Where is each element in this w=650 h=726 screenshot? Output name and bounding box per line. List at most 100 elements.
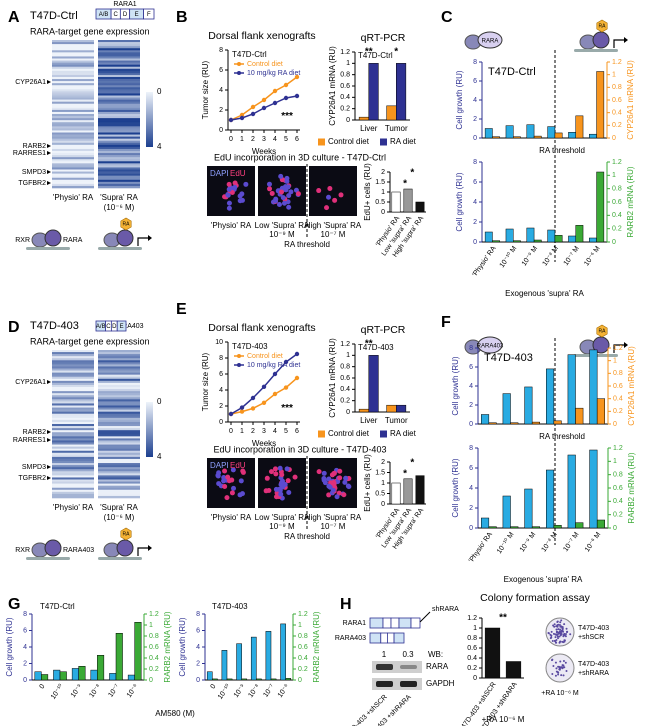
bar (78, 666, 86, 681)
heatmap-cell (52, 40, 94, 43)
label: 0 (219, 127, 223, 134)
heatmap-cell (98, 142, 140, 146)
heatmap-cell (52, 79, 94, 82)
heatmap-cell (98, 85, 140, 88)
label: 1 (613, 458, 617, 465)
label: T47D-403 (484, 352, 533, 364)
heatmap-cell (52, 362, 94, 365)
nucleus (266, 181, 272, 187)
heatmap-cell (98, 384, 140, 388)
heatmap-cell (52, 438, 94, 441)
band (376, 681, 393, 687)
label: 0.8 (340, 364, 350, 371)
nucleus (321, 475, 327, 481)
label: Cell growth (RU) (451, 458, 460, 517)
heatmap-cell (52, 389, 94, 392)
heatmap-cell (52, 436, 94, 439)
label: H (340, 596, 352, 613)
heatmap-cell (52, 465, 94, 468)
label: 0.2 (613, 512, 623, 519)
heatmap-cell (52, 358, 94, 361)
label: 10⁻⁹ M (521, 245, 540, 267)
heatmap-cell (52, 159, 94, 162)
label: CYP26A1 mRNA (RU) (626, 60, 635, 140)
heatmap-cell (98, 481, 140, 484)
bar (90, 669, 98, 681)
label: WB: (428, 650, 443, 659)
heatmap-cell (52, 124, 94, 127)
label: DAPI (210, 169, 229, 178)
nucleus (326, 194, 332, 200)
nucleus (239, 197, 245, 203)
nucleus (279, 185, 285, 191)
label: 10⁻⁹ M (269, 230, 295, 239)
label: 0.8 (612, 186, 622, 193)
label: 1.2 (467, 615, 477, 622)
nucleus (326, 483, 332, 489)
colony (553, 625, 556, 628)
heatmap-cell (52, 360, 94, 363)
heatmap-cell (52, 471, 94, 474)
heatmap-cell (52, 87, 94, 90)
heatmap-cell (98, 436, 140, 439)
bar (285, 678, 292, 681)
label: RARB2 mRNA (RU) (312, 611, 321, 682)
heatmap-cell (52, 424, 94, 427)
heatmap-cell (52, 77, 94, 80)
label: C (441, 9, 453, 26)
label: 4 (157, 142, 162, 151)
heatmap-cell (52, 456, 94, 460)
domain (387, 632, 395, 644)
label: 6 (23, 627, 27, 634)
heatmap-cell (52, 440, 94, 443)
nucleus (321, 470, 327, 476)
label: RARA403 (63, 547, 94, 554)
heatmap-cell (52, 374, 94, 378)
nucleus (277, 465, 283, 471)
bar (596, 71, 605, 139)
receptor (44, 229, 62, 247)
heatmap-cell (52, 48, 94, 51)
label: 0.2 (467, 665, 477, 672)
heatmap-cell (98, 153, 140, 156)
heatmap-cell (52, 167, 94, 170)
label: CYP26A1 mRNA (RU) (627, 346, 636, 426)
label: +shSCR (578, 634, 604, 641)
label: RARRES1 (13, 437, 46, 444)
heatmap-cell (52, 469, 94, 472)
label: 0.2 (612, 226, 622, 233)
heatmap-cell (98, 380, 140, 384)
heatmap-cell (52, 368, 94, 371)
nucleus (225, 192, 231, 198)
label: RARA (63, 237, 83, 244)
heatmap-cell (52, 387, 94, 390)
heatmap-cell (98, 424, 140, 427)
heatmap-cell (98, 461, 140, 464)
bar (484, 627, 501, 679)
heatmap-cell (52, 134, 94, 137)
gene-marker (47, 430, 51, 434)
bar (492, 136, 500, 139)
bar (510, 422, 519, 425)
dna (26, 557, 70, 560)
label: +RA 10⁻⁶ M (482, 715, 525, 724)
label: 1 (612, 172, 616, 179)
label: 10 mg/kg RA diet (247, 70, 300, 77)
label: 0.3 (402, 650, 414, 659)
heatmap-cell (98, 74, 140, 78)
heatmap-cell (52, 413, 94, 417)
heatmap-cell (98, 177, 140, 181)
heatmap-cell (98, 352, 140, 355)
label: 0 (229, 428, 233, 435)
heatmap-cell (98, 175, 140, 179)
heatmap-cell (52, 85, 94, 88)
label: 2 (473, 116, 477, 123)
heatmap-cell (52, 372, 94, 375)
point (272, 88, 278, 94)
label: T47D-Ctrl (488, 66, 536, 78)
heatmap-cell (52, 364, 94, 367)
colony (554, 674, 557, 677)
heatmap-cell (52, 181, 94, 185)
heatmap-cell (52, 148, 94, 152)
label: D (123, 12, 128, 18)
